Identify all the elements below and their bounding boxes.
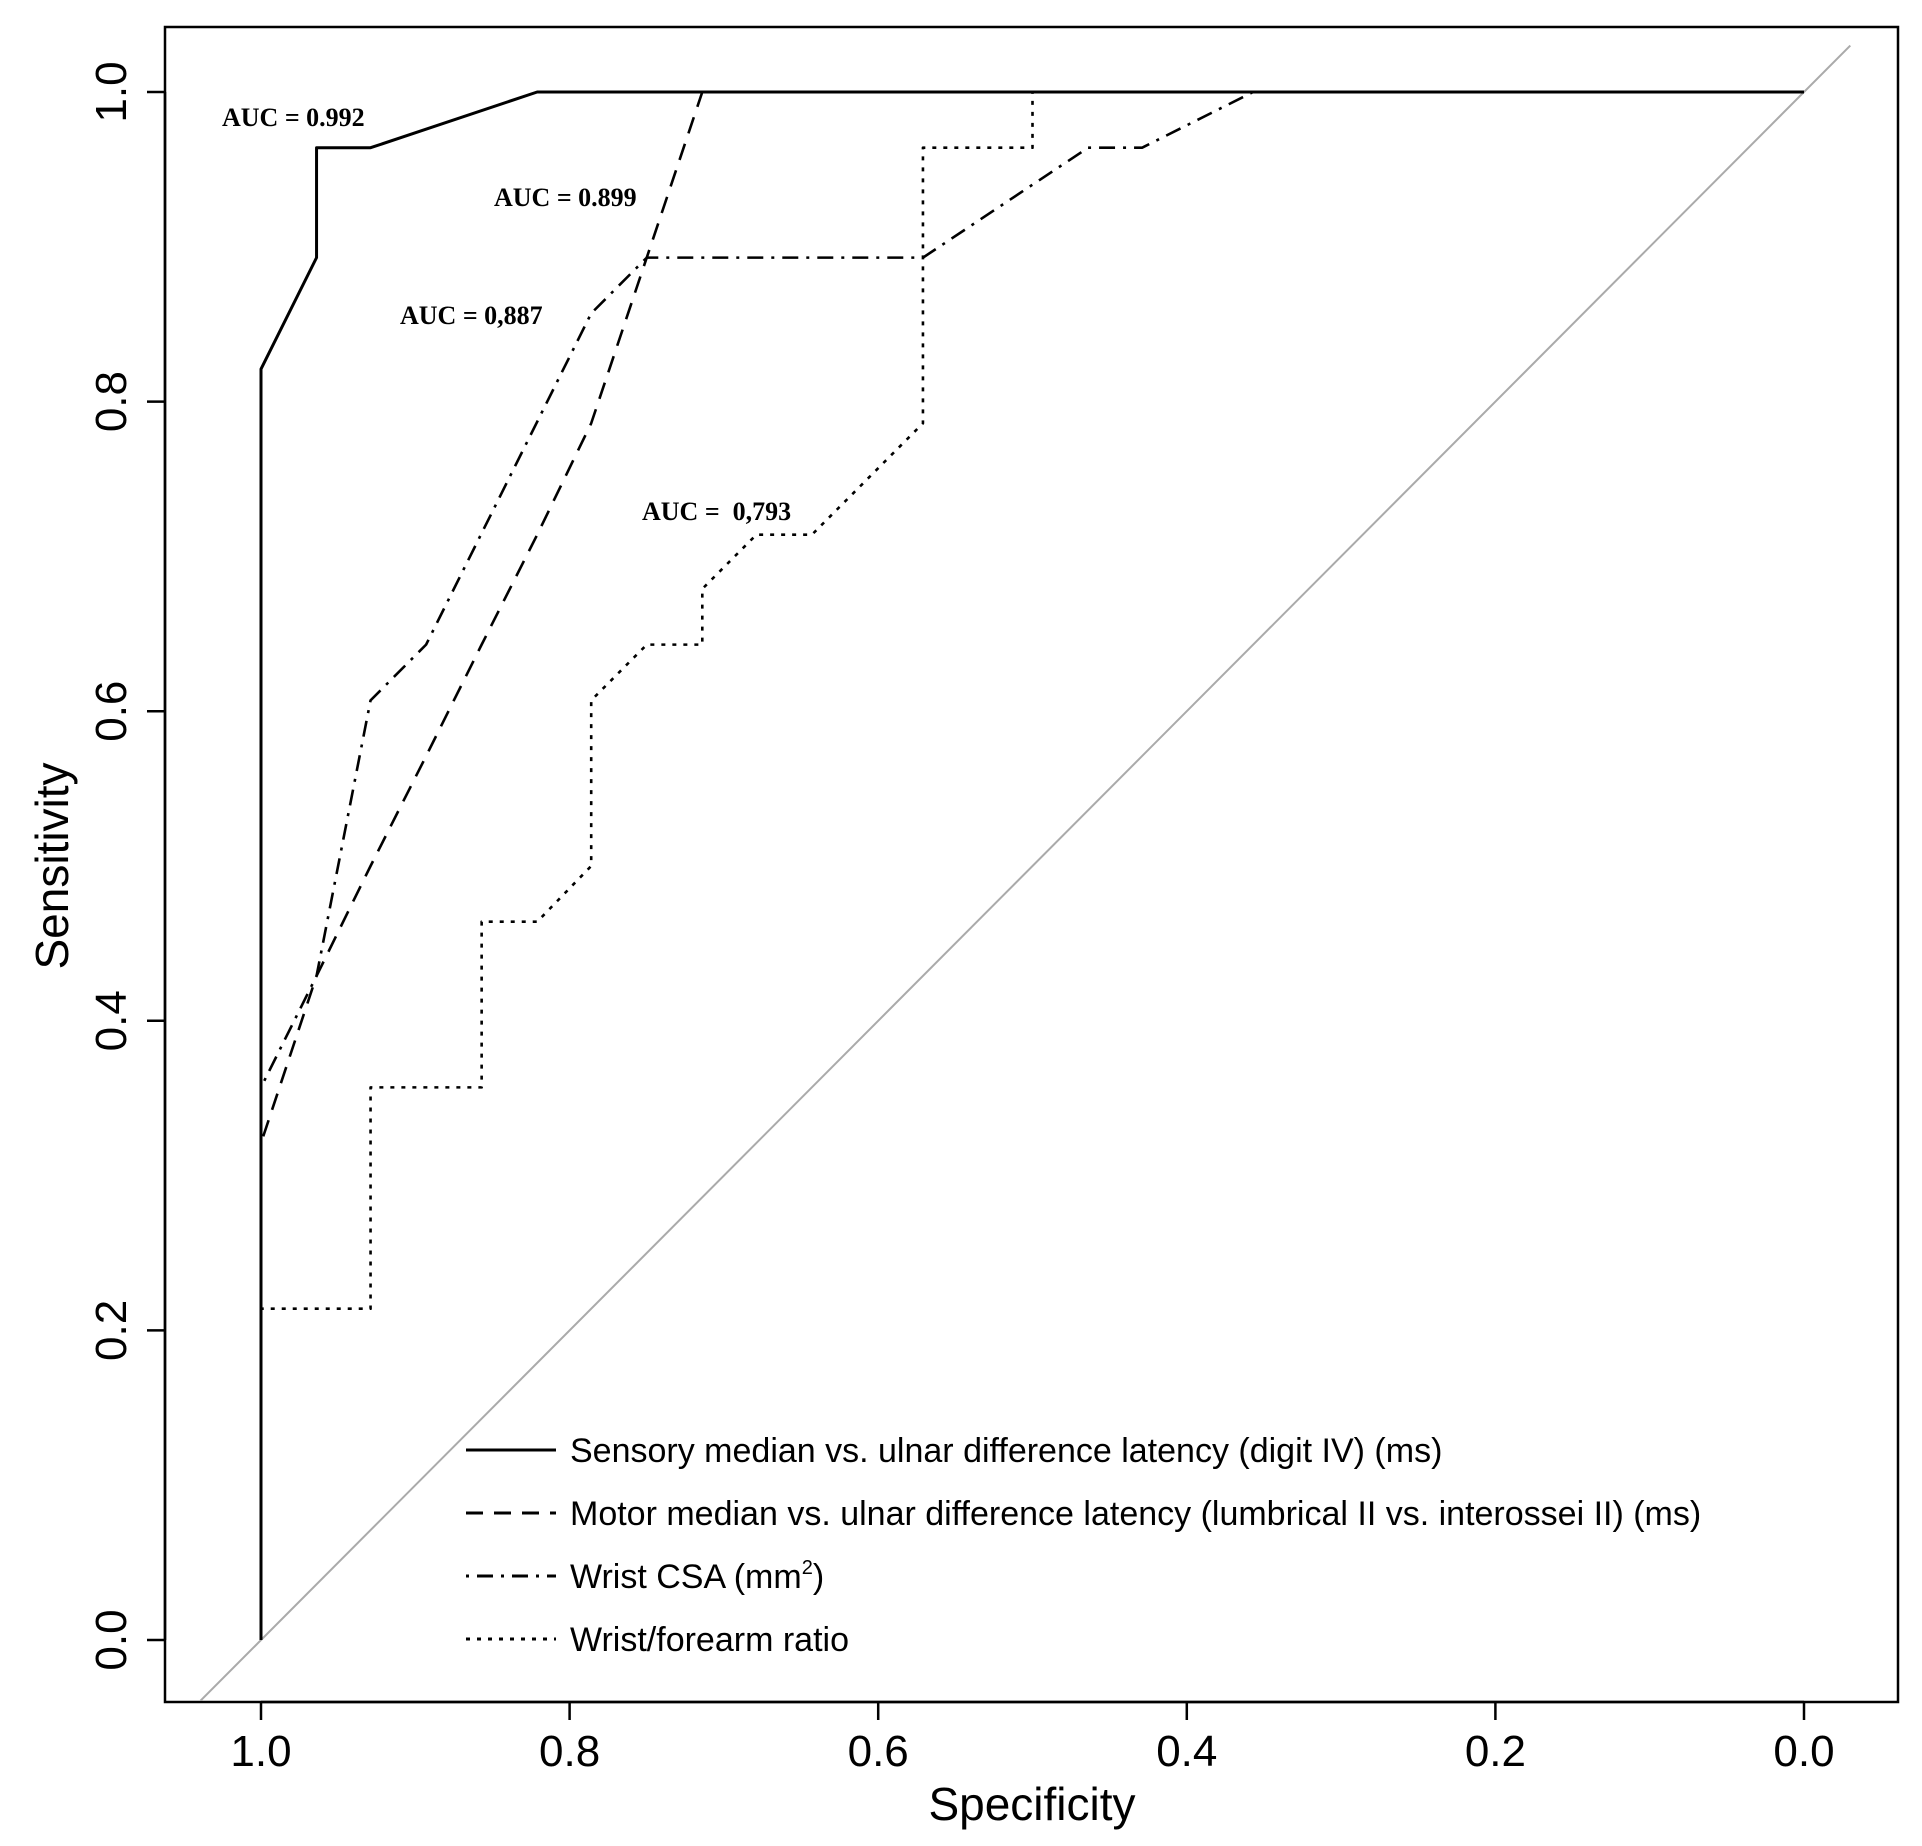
reference-diagonal-line bbox=[198, 44, 1851, 1701]
y-tick-label: 1.0 bbox=[87, 61, 136, 122]
auc-label-sensory: AUC = 0.992 bbox=[222, 103, 365, 132]
y-tick-label: 0.6 bbox=[87, 681, 136, 742]
y-tick-label: 0.8 bbox=[87, 371, 136, 432]
x-tick-label: 0.4 bbox=[1156, 1727, 1217, 1776]
legend-label-wrist-csa-main: Wrist CSA (mm bbox=[570, 1558, 802, 1596]
legend-label-wrist-forearm: Wrist/forearm ratio bbox=[570, 1621, 849, 1659]
y-tick-label: 0.4 bbox=[87, 990, 136, 1051]
x-axis-ticks: 1.0 0.8 0.6 0.4 0.2 0.0 bbox=[230, 1702, 1835, 1776]
x-axis-title: Specificity bbox=[928, 1778, 1135, 1830]
auc-label-motor: AUC = 0.899 bbox=[494, 183, 637, 212]
auc-label-wrist-csa: AUC = 0,887 bbox=[400, 301, 543, 330]
x-tick-label: 1.0 bbox=[230, 1727, 291, 1776]
x-tick-label: 0.6 bbox=[848, 1727, 909, 1776]
y-tick-label: 0.0 bbox=[87, 1609, 136, 1670]
roc-curve-wrist-forearm bbox=[259, 90, 1804, 1640]
y-axis-title: Sensitivity bbox=[26, 762, 78, 969]
legend-label-wrist-csa: Wrist CSA (mm2) bbox=[570, 1557, 824, 1596]
auc-label-wrist-forearm: AUC = 0,793 bbox=[642, 497, 791, 526]
roc-curve-motor bbox=[259, 90, 1804, 1640]
legend-label-wrist-csa-sup: 2 bbox=[802, 1557, 813, 1579]
legend-label-wrist-csa-close: ) bbox=[813, 1558, 824, 1596]
legend-label-motor: Motor median vs. ulnar difference latenc… bbox=[570, 1495, 1701, 1533]
roc-curve-sensory bbox=[259, 90, 1804, 1640]
x-tick-label: 0.2 bbox=[1465, 1727, 1526, 1776]
y-tick-label: 0.2 bbox=[87, 1300, 136, 1361]
roc-curve-wrist-csa bbox=[259, 90, 1804, 1640]
y-axis-ticks: 0.0 0.2 0.4 0.6 0.8 1.0 bbox=[87, 61, 165, 1671]
x-tick-label: 0.8 bbox=[539, 1727, 600, 1776]
x-tick-label: 0.0 bbox=[1773, 1727, 1834, 1776]
legend-label-sensory: Sensory median vs. ulnar difference late… bbox=[570, 1432, 1442, 1470]
roc-curves bbox=[259, 90, 1804, 1640]
legend: Sensory median vs. ulnar difference late… bbox=[466, 1432, 1701, 1659]
